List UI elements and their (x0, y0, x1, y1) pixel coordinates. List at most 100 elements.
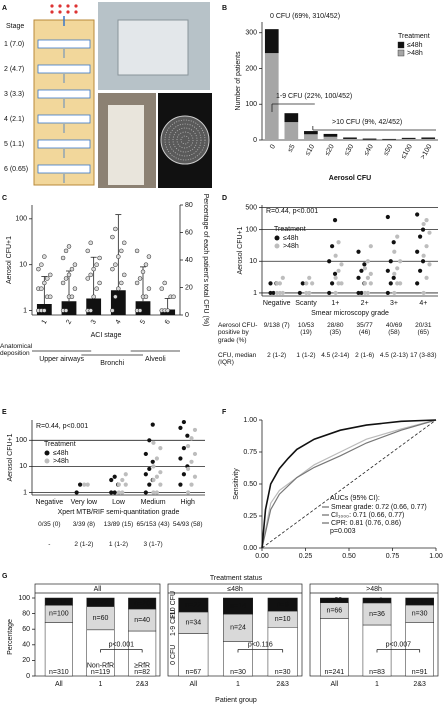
data-point (110, 308, 115, 313)
panel-label: A (2, 5, 7, 12)
stage-label: 4 (2.1) (4, 116, 24, 123)
data-point (69, 294, 75, 299)
table-cell: 10/53 (19) (297, 322, 315, 337)
panel-label: B (222, 5, 227, 12)
data-point (392, 271, 397, 276)
data-point (143, 490, 148, 495)
data-point (143, 472, 148, 477)
data-point (415, 281, 420, 286)
bar-segment (264, 53, 279, 140)
legend-label: ≤48h (283, 235, 299, 242)
mean-bar (61, 301, 77, 315)
legend-title: Treatment (44, 441, 76, 448)
y-tick-label: 0.25 (243, 513, 257, 520)
bar-segment (304, 131, 318, 135)
panel-label: E (2, 409, 7, 416)
data-point (280, 275, 285, 280)
segment-label: n=34 (185, 620, 201, 627)
y-tick-label: 10 (19, 262, 27, 269)
data-point (120, 477, 125, 483)
y-tick-label: 200 (245, 65, 257, 72)
data-point (336, 268, 341, 273)
data-point (336, 240, 341, 245)
data-point (189, 436, 194, 441)
bar-segment (343, 138, 357, 140)
x-tick-label: Medium (141, 499, 166, 506)
y-axis-label: Aerosol CFU+1 (7, 433, 14, 481)
bar-segment (382, 138, 396, 140)
data-point (162, 280, 167, 286)
table-cell: 2 (1-2) (74, 541, 94, 548)
plate-holes (172, 127, 198, 153)
chart-title: Treatment status (210, 575, 263, 582)
region-label: Alveoli (145, 356, 166, 363)
p-value: p<0.007 (386, 641, 412, 648)
stage-label: 6 (0.65) (4, 166, 28, 173)
y-axis-label: Aerosol CFU+1 (237, 226, 244, 274)
table-cell: 0/35 (0) (38, 521, 61, 528)
data-point (185, 443, 191, 449)
table-cell: 13/89 (15) (103, 521, 134, 528)
data-point (137, 276, 143, 281)
x-tick-label: 1 (41, 319, 49, 326)
data-point (189, 482, 194, 487)
segment-label: n=30 (275, 669, 291, 676)
plate-holes (168, 123, 202, 157)
data-point (427, 262, 432, 267)
data-point (274, 290, 280, 296)
table-cell: 1 (1-2) (108, 541, 129, 548)
y-tick-label: 0 (253, 137, 257, 144)
data-point (91, 266, 96, 272)
bar-segment (362, 597, 392, 604)
data-point (119, 248, 124, 254)
inlet-dot (66, 10, 70, 14)
inlet-dot (74, 4, 78, 8)
data-point (388, 259, 393, 264)
x-tick-label: ≤100 (400, 143, 414, 160)
region-label: Bronchi (100, 360, 124, 367)
roc-line (261, 419, 437, 549)
data-point (339, 281, 344, 286)
data-point (154, 456, 160, 461)
table-row-label: CFU, median (IQR) (218, 352, 257, 367)
legend-label: CI₁₀₀₀: 0.71 (0.66, 0.77) (331, 512, 404, 519)
bar-segment (86, 629, 115, 677)
x-tick-label: 2&3 (276, 681, 289, 688)
data-point (151, 464, 156, 469)
data-point (185, 433, 190, 438)
data-point (427, 230, 432, 235)
legend-title: Treatment (398, 33, 430, 40)
data-point (154, 490, 160, 495)
data-point (392, 249, 397, 254)
inlet-dot (58, 10, 62, 14)
bar-segment (421, 137, 436, 139)
bar-segment (401, 137, 416, 139)
series-label: 1-9 CFU (170, 609, 177, 635)
bar-segment (362, 138, 377, 140)
inlet-dot (66, 4, 70, 8)
data-point (112, 490, 117, 495)
p-value: p<0.116 (248, 641, 273, 648)
segment-label: n=24 (230, 625, 246, 632)
plate-holes (176, 131, 194, 149)
data-point (300, 281, 305, 286)
group-name: ≤48h (227, 586, 243, 593)
x-tick-label: Low (112, 499, 126, 506)
y-tick-label: 100 (18, 595, 30, 602)
bar-segment (405, 597, 434, 606)
data-point (327, 259, 332, 264)
data-point (391, 275, 396, 280)
bar-segment (323, 133, 338, 137)
segment-label: n=20 (134, 600, 150, 607)
x-tick-label: ≤30 (343, 143, 355, 157)
legend-label: ≤48h (407, 42, 423, 49)
data-point (42, 308, 47, 313)
segment-label: n=30 (230, 669, 246, 676)
x-tick-label: 1.00 (429, 553, 443, 560)
data-point (134, 248, 140, 254)
table-cell: 4.5 (2-13) (379, 352, 409, 359)
group-name: >48h (366, 586, 382, 593)
x-tick-label: ≤5 (287, 143, 297, 153)
data-point (178, 482, 183, 487)
table-cell: 35/77 (46) (356, 322, 373, 337)
